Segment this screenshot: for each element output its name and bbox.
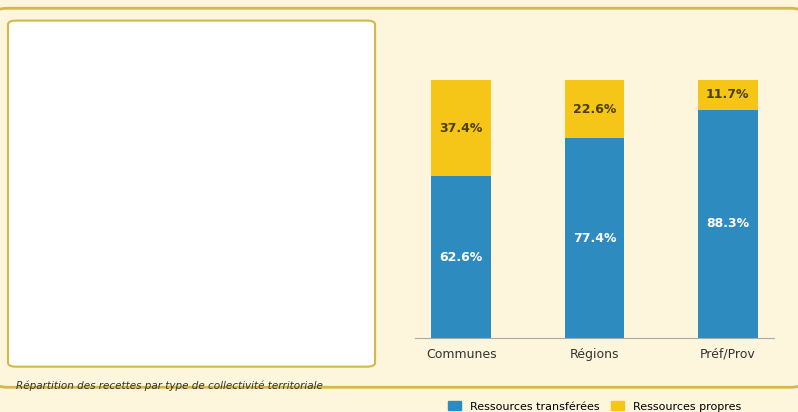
Text: Communes
86,3%: Communes 86,3%	[99, 164, 176, 192]
Text: 88.3%: 88.3%	[706, 218, 749, 230]
Bar	[431, 80, 492, 176]
Bar	[564, 138, 625, 338]
Bar	[697, 110, 758, 338]
Text: 11.7%: 11.7%	[706, 89, 749, 101]
Legend: Ressources transférées, Ressources propres: Ressources transférées, Ressources propr…	[444, 397, 745, 412]
Text: 22.6%: 22.6%	[573, 103, 616, 115]
Wedge shape	[47, 194, 192, 298]
Wedge shape	[79, 194, 192, 337]
Bar	[564, 80, 625, 138]
Bar	[431, 176, 492, 338]
Text: 77.4%: 77.4%	[573, 232, 616, 244]
Wedge shape	[38, 40, 345, 347]
Text: 62.6%: 62.6%	[440, 250, 483, 264]
Text: Régions
6,4%: Régions 6,4%	[302, 206, 352, 228]
Text: 37.4%: 37.4%	[440, 122, 483, 135]
Text: Préf/Prov
7,3%: Préf/Prov 7,3%	[250, 272, 309, 293]
Text: Répartition des recettes par type de collectivité territoriale: Répartition des recettes par type de col…	[16, 381, 323, 391]
Bar	[697, 80, 758, 110]
